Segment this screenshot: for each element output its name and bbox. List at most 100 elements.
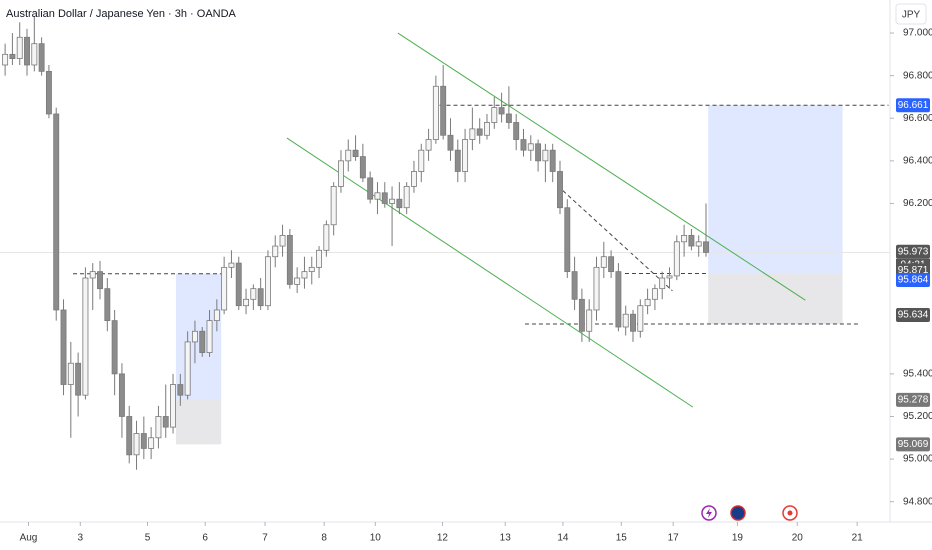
- candle-body: [557, 171, 563, 209]
- candle-body: [673, 241, 680, 277]
- candle-body: [53, 113, 60, 311]
- stop-zone: [175, 399, 222, 445]
- candle-body: [111, 320, 118, 375]
- candle-body: [403, 186, 410, 209]
- candle-body: [345, 149, 352, 162]
- candle-body: [681, 235, 688, 243]
- candle-body: [272, 245, 279, 258]
- event-icon: [706, 508, 712, 518]
- price-label: 95.871: [898, 265, 929, 276]
- candle-body: [622, 313, 629, 328]
- candle-body: [608, 256, 615, 273]
- candle-body: [703, 241, 709, 253]
- candle-body: [330, 186, 337, 226]
- candle-body: [89, 271, 96, 279]
- candle-body: [155, 416, 162, 439]
- candle-body: [637, 305, 644, 332]
- x-tick-label: 3: [78, 533, 84, 544]
- candle-body: [308, 266, 315, 273]
- candle-body: [359, 156, 366, 179]
- candle-body: [82, 277, 89, 396]
- price-label-box: [896, 98, 930, 113]
- candle-body: [133, 433, 140, 456]
- x-tick-label: 6: [202, 533, 208, 544]
- x-tick-label: 7: [262, 533, 268, 544]
- candle-body: [228, 262, 235, 268]
- candle-body: [206, 320, 213, 353]
- x-tick-label: 21: [852, 533, 864, 544]
- candle-body: [578, 298, 585, 332]
- candle-body: [651, 288, 658, 300]
- candle-body: [9, 53, 16, 59]
- event-icon: [787, 510, 793, 516]
- x-tick-label: Aug: [20, 533, 38, 544]
- price-label-box: [896, 308, 930, 323]
- price-label: 95.278: [898, 395, 929, 406]
- candle-body: [75, 362, 82, 396]
- candle-body: [571, 271, 578, 300]
- candle-body: [469, 128, 476, 140]
- candle-body: [257, 288, 264, 307]
- candle-body: [301, 271, 308, 279]
- candle-body: [97, 271, 103, 290]
- price-label-box: [896, 244, 930, 259]
- x-tick-label: 10: [370, 533, 382, 544]
- candle-body: [586, 309, 593, 332]
- candle-body: [505, 113, 512, 123]
- price-label-box: [896, 392, 930, 407]
- candle-body: [2, 53, 9, 66]
- price-label: 95.634: [898, 310, 929, 321]
- currency-box[interactable]: [895, 3, 927, 25]
- candle-body: [140, 433, 147, 449]
- candle-body: [527, 143, 534, 151]
- candle-body: [279, 235, 286, 247]
- candle-body: [440, 85, 447, 136]
- candle-body: [294, 277, 301, 285]
- y-tick-label: 95.200: [903, 411, 932, 422]
- price-label: 95.069: [898, 439, 929, 450]
- candle-body: [418, 149, 425, 172]
- candle-body: [425, 139, 432, 151]
- candle-body: [191, 330, 198, 343]
- x-tick-label: 8: [321, 533, 327, 544]
- candle-body: [126, 416, 133, 456]
- event-icons[interactable]: [701, 505, 798, 521]
- candle-body: [462, 139, 469, 172]
- candle-body: [666, 275, 673, 279]
- y-tick-label: 95.000: [903, 454, 932, 465]
- y-tick-label: 96.600: [903, 113, 932, 124]
- event-icon[interactable]: [730, 505, 746, 521]
- candle-body: [476, 128, 483, 136]
- x-tick-label: 5: [145, 533, 151, 544]
- dashed-level: [562, 190, 673, 292]
- candle-body: [396, 198, 403, 209]
- x-tick-label: 17: [668, 533, 680, 544]
- candle-body: [520, 139, 527, 151]
- candle-body: [250, 288, 257, 300]
- candle-body: [199, 330, 206, 353]
- y-tick-label: 95.400: [903, 369, 932, 380]
- y-tick-label: 94.800: [903, 496, 932, 507]
- price-label-box: [896, 273, 930, 288]
- candle-body: [513, 122, 520, 140]
- candle-body: [323, 224, 330, 251]
- candle-body: [221, 266, 228, 311]
- candle-body: [213, 309, 220, 322]
- candle-body: [593, 266, 600, 311]
- candle-body: [447, 134, 454, 151]
- trend-line: [286, 137, 694, 408]
- price-label: 95.864: [898, 275, 929, 286]
- candle-body: [564, 207, 571, 273]
- candle-body: [535, 143, 542, 162]
- price-label: 96.661: [898, 100, 929, 111]
- currency: JPY: [902, 10, 921, 21]
- plot: [0, 15, 890, 470]
- candle-body: [374, 192, 381, 200]
- candle-body: [31, 43, 38, 66]
- candle-body: [235, 262, 242, 307]
- candle-body: [184, 341, 191, 396]
- x-tick-label: 13: [500, 533, 512, 544]
- y-tick-label: 96.200: [903, 198, 932, 209]
- candle-body: [389, 198, 396, 204]
